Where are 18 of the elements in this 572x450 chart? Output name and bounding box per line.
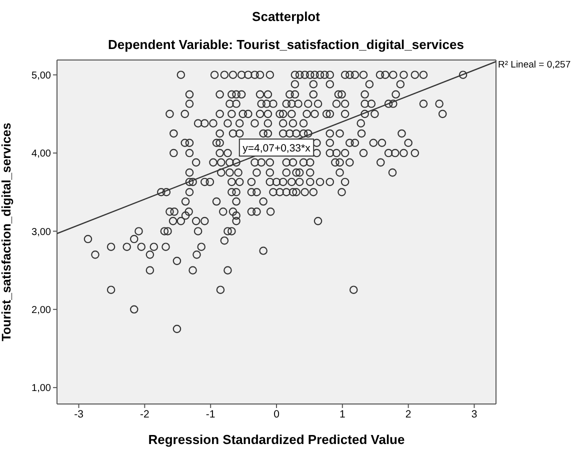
chart-subtitle: Dependent Variable: Tourist_satisfaction_digital_services [107, 37, 465, 52]
x-tick-label: 0 [274, 408, 280, 420]
y-tick-label: 2,00 [32, 304, 52, 316]
chart-title: Scatterplot [251, 9, 321, 24]
x-axis-title: Regression Standardized Predicted Value [148, 432, 405, 447]
x-tick-label: -2 [140, 408, 150, 420]
x-tick-label: -3 [74, 408, 84, 420]
y-tick-label: 3,00 [32, 226, 52, 238]
x-tick-label: 1 [339, 408, 346, 420]
y-tick-label: 1,00 [32, 383, 52, 394]
x-tick-label: -1 [206, 408, 216, 420]
annotation: R² Lineal = 0,257 [498, 60, 571, 71]
annotation: y=4,07+0,33*x [242, 142, 312, 155]
y-tick-label: 5,00 [32, 70, 52, 82]
y-axis-title: Tourist_satisfaction_digital_services [0, 122, 14, 342]
y-tick-label: 4,00 [32, 148, 52, 160]
x-tick-label: 2 [405, 408, 412, 420]
x-tick-label: 3 [471, 408, 478, 420]
